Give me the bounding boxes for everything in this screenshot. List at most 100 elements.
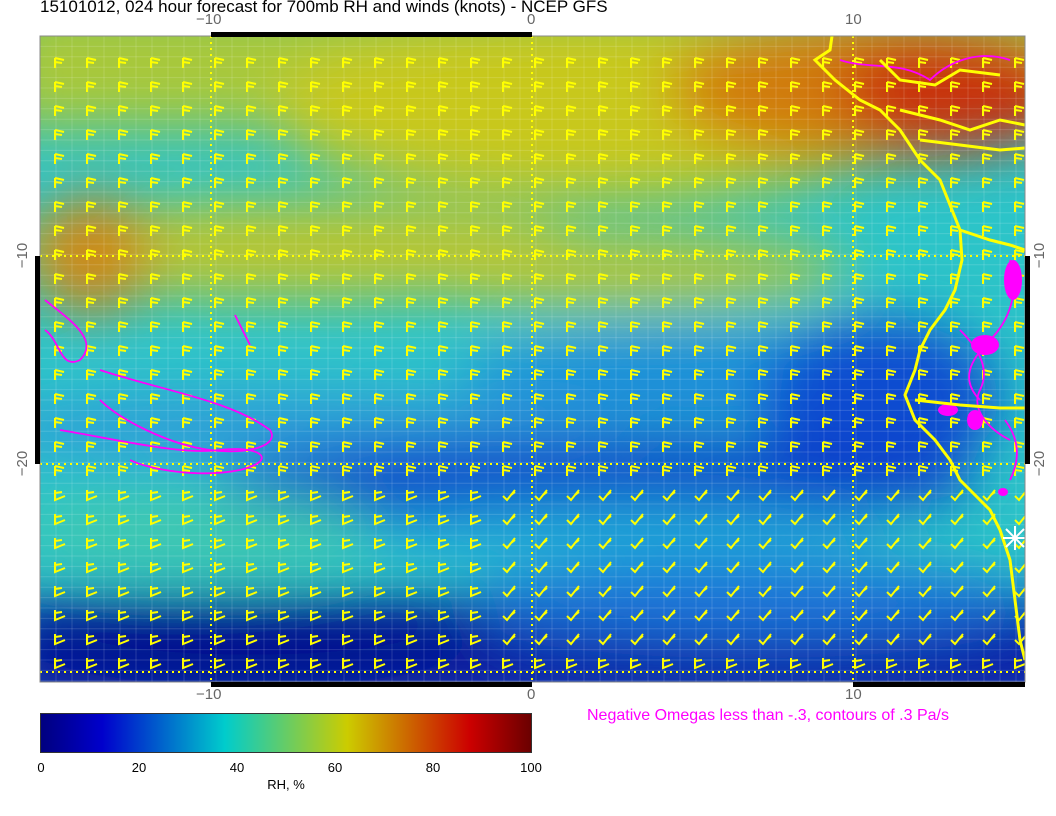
wind-barb xyxy=(502,441,513,452)
wind-barb xyxy=(694,225,705,236)
wind-barb xyxy=(726,417,737,428)
wind-barb xyxy=(534,201,545,212)
wind-barb xyxy=(118,273,129,284)
wind-barb xyxy=(854,609,868,622)
wind-barb xyxy=(662,633,676,646)
wind-barb xyxy=(566,177,577,188)
wind-barb xyxy=(278,297,289,308)
wind-barb xyxy=(566,585,580,598)
wind-barb xyxy=(278,441,289,452)
colorbar-tick: 100 xyxy=(520,760,542,775)
wind-barb xyxy=(374,514,386,526)
wind-barb xyxy=(950,658,962,670)
wind-barb xyxy=(534,105,545,116)
wind-barb xyxy=(694,585,708,598)
wind-barb xyxy=(726,537,740,550)
wind-barb xyxy=(662,417,673,428)
wind-barb xyxy=(214,465,225,476)
wind-barb xyxy=(438,153,449,164)
wind-barb xyxy=(982,393,993,404)
wind-barb xyxy=(278,658,290,670)
wind-barb xyxy=(854,417,865,428)
wind-barb xyxy=(598,393,609,404)
wind-barb xyxy=(630,537,644,550)
y-tick-left: −20 xyxy=(14,450,32,477)
wind-barb xyxy=(310,441,321,452)
wind-barb xyxy=(790,201,801,212)
wind-barb xyxy=(886,609,900,622)
wind-barb xyxy=(118,514,130,526)
wind-barb xyxy=(406,538,418,550)
wind-barb xyxy=(534,153,545,164)
wind-barb xyxy=(854,177,865,188)
wind-barb xyxy=(470,369,481,380)
wind-barb xyxy=(758,297,769,308)
wind-barb xyxy=(598,417,609,428)
wind-barb xyxy=(598,249,609,260)
wind-barb xyxy=(182,201,193,212)
wind-barb xyxy=(214,634,226,646)
wind-barb xyxy=(118,345,129,356)
wind-barb xyxy=(342,153,353,164)
wind-barb xyxy=(950,321,961,332)
wind-barb xyxy=(854,297,865,308)
wind-barb xyxy=(1014,57,1025,68)
wind-barb xyxy=(150,225,161,236)
wind-barb xyxy=(886,153,897,164)
wind-barb xyxy=(86,658,98,670)
wind-barb xyxy=(534,57,545,68)
wind-barb xyxy=(918,129,929,140)
wind-barb xyxy=(406,201,417,212)
wind-barb xyxy=(214,610,226,622)
wind-barb xyxy=(86,153,97,164)
wind-barb xyxy=(726,153,737,164)
wind-barb xyxy=(214,369,225,380)
wind-barb xyxy=(182,345,193,356)
wind-barb xyxy=(374,57,385,68)
wind-barb xyxy=(854,561,868,574)
wind-barb xyxy=(182,634,194,646)
wind-barb xyxy=(86,586,98,598)
wind-barb xyxy=(342,465,353,476)
wind-barb xyxy=(438,273,449,284)
wind-barb xyxy=(406,610,418,622)
wind-barb xyxy=(694,57,705,68)
y-tick-right: −10 xyxy=(1031,242,1049,269)
wind-barb xyxy=(631,682,641,692)
wind-barb xyxy=(630,81,641,92)
wind-barb xyxy=(214,490,226,502)
wind-barb xyxy=(982,633,996,646)
wind-barb xyxy=(662,369,673,380)
wind-barb xyxy=(118,129,129,140)
wind-barb xyxy=(918,57,929,68)
wind-barb xyxy=(150,393,161,404)
wind-barb xyxy=(662,321,673,332)
x-tick-top: 10 xyxy=(845,11,862,28)
wind-barb xyxy=(246,225,257,236)
colorbar-tick: 20 xyxy=(131,760,147,775)
wind-barb xyxy=(854,81,865,92)
wind-barb xyxy=(214,225,225,236)
wind-barb xyxy=(374,634,386,646)
wind-barb xyxy=(150,658,162,670)
wind-barb xyxy=(470,153,481,164)
y-tick-right: −20 xyxy=(1031,450,1049,477)
wind-barb xyxy=(790,369,801,380)
wind-barb xyxy=(694,441,705,452)
wind-barb xyxy=(534,129,545,140)
wind-barb xyxy=(950,369,961,380)
wind-barb xyxy=(662,393,673,404)
wind-barb xyxy=(534,609,548,622)
wind-barb xyxy=(502,297,513,308)
wind-barb xyxy=(438,225,449,236)
wind-barb xyxy=(566,489,580,502)
wind-barb xyxy=(54,634,66,646)
wind-barb xyxy=(278,610,290,622)
wind-barb xyxy=(918,321,929,332)
wind-barb xyxy=(310,129,321,140)
wind-barb xyxy=(662,297,673,308)
wind-barb xyxy=(566,417,577,428)
wind-barb xyxy=(630,201,641,212)
wind-barb xyxy=(438,658,450,670)
wind-barb xyxy=(86,417,97,428)
